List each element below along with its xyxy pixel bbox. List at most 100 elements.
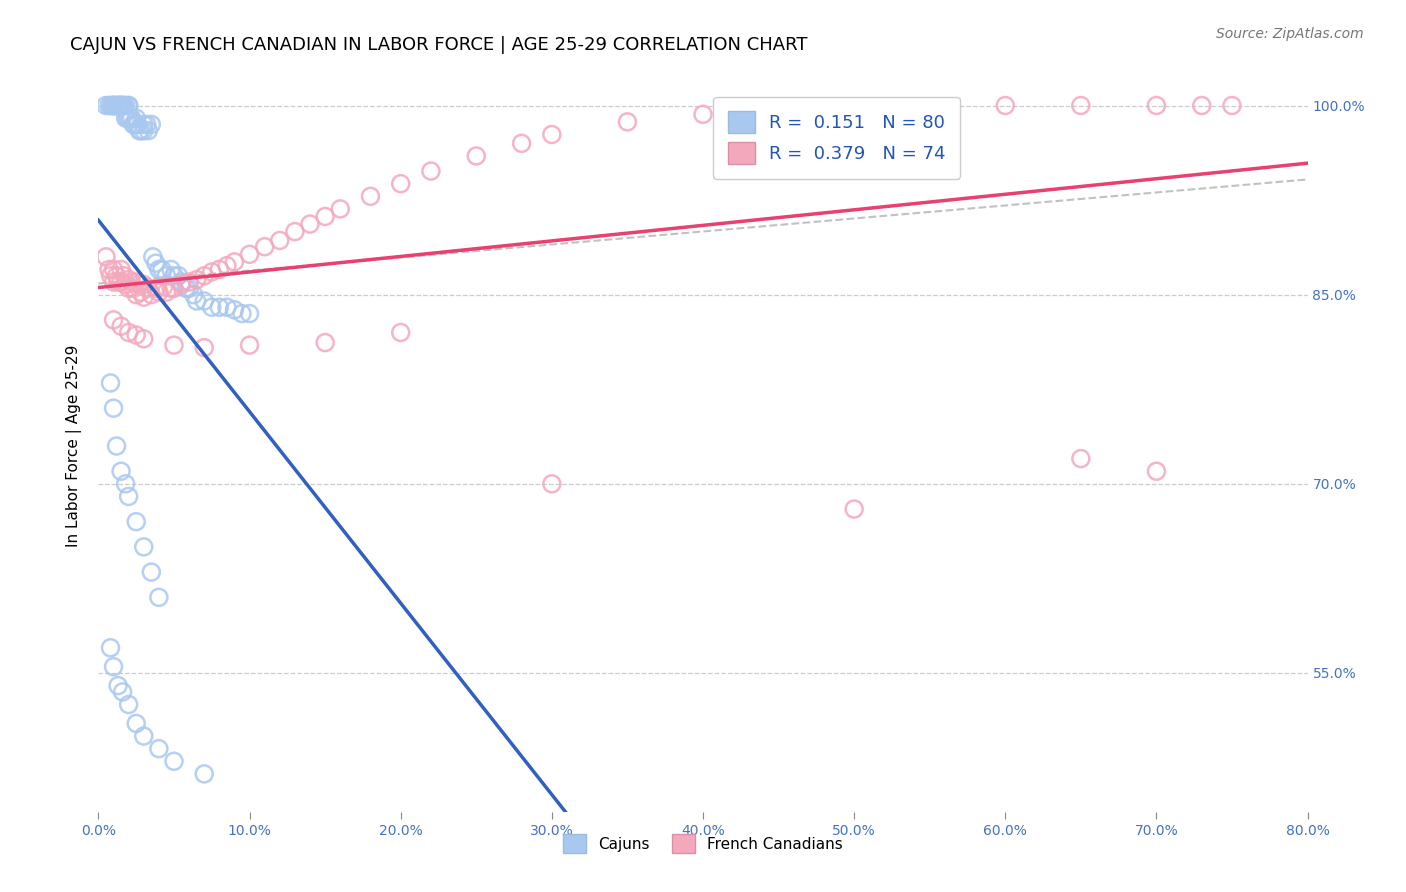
Point: [118, 326, 141, 340]
Point: [129, 285, 152, 300]
Point: [128, 277, 150, 292]
Point: [201, 265, 224, 279]
Point: [110, 464, 132, 478]
Point: [107, 98, 129, 112]
Point: [125, 275, 148, 289]
Point: [115, 111, 138, 125]
Point: [114, 111, 136, 125]
Point: [136, 124, 159, 138]
Point: [186, 272, 208, 286]
Point: [103, 98, 125, 112]
Point: [141, 565, 163, 579]
Point: [103, 275, 125, 289]
Point: [125, 287, 148, 301]
Point: [170, 275, 193, 289]
Point: [152, 280, 174, 294]
Point: [1191, 98, 1213, 112]
Point: [148, 285, 170, 300]
Point: [918, 100, 941, 114]
Point: [148, 262, 170, 277]
Point: [105, 98, 128, 112]
Point: [105, 268, 128, 283]
Point: [98, 262, 121, 277]
Point: [167, 268, 190, 283]
Point: [155, 268, 177, 283]
Point: [1144, 464, 1167, 478]
Point: [239, 307, 262, 321]
Point: [114, 476, 136, 491]
Point: [768, 103, 790, 118]
Point: [284, 225, 307, 239]
Point: [1070, 451, 1092, 466]
Point: [163, 281, 186, 295]
Point: [141, 117, 163, 131]
Point: [100, 376, 122, 390]
Point: [132, 729, 155, 743]
Point: [314, 210, 336, 224]
Point: [201, 300, 224, 314]
Point: [118, 272, 141, 286]
Point: [465, 149, 488, 163]
Point: [125, 716, 148, 731]
Point: [163, 338, 186, 352]
Point: [110, 275, 132, 289]
Point: [132, 332, 155, 346]
Point: [299, 217, 322, 231]
Point: [148, 741, 170, 756]
Point: [148, 591, 170, 605]
Point: [104, 98, 127, 112]
Point: [107, 679, 129, 693]
Point: [174, 281, 197, 295]
Point: [107, 98, 129, 112]
Point: [118, 111, 141, 125]
Point: [108, 98, 131, 112]
Point: [616, 115, 638, 129]
Point: [389, 177, 412, 191]
Point: [160, 262, 183, 277]
Point: [692, 107, 714, 121]
Legend: Cajuns, French Canadians: Cajuns, French Canadians: [557, 828, 849, 859]
Point: [122, 281, 145, 295]
Point: [101, 98, 124, 112]
Point: [118, 490, 141, 504]
Point: [103, 98, 125, 112]
Point: [193, 767, 215, 781]
Point: [98, 98, 121, 112]
Point: [105, 439, 128, 453]
Point: [110, 319, 132, 334]
Point: [125, 328, 148, 343]
Point: [111, 98, 134, 112]
Point: [1070, 98, 1092, 112]
Point: [224, 255, 246, 269]
Point: [179, 275, 201, 289]
Point: [103, 98, 125, 112]
Point: [127, 117, 149, 131]
Point: [193, 341, 215, 355]
Point: [1144, 98, 1167, 112]
Point: [160, 281, 183, 295]
Point: [125, 111, 148, 125]
Point: [111, 98, 134, 112]
Point: [136, 281, 159, 295]
Point: [208, 262, 231, 277]
Point: [193, 293, 215, 308]
Point: [132, 277, 155, 292]
Point: [314, 335, 336, 350]
Point: [239, 338, 262, 352]
Point: [129, 124, 152, 138]
Point: [114, 277, 136, 292]
Point: [215, 300, 238, 314]
Point: [132, 290, 155, 304]
Point: [103, 659, 125, 673]
Point: [215, 259, 238, 273]
Point: [110, 262, 132, 277]
Point: [141, 287, 163, 301]
Point: [100, 640, 122, 655]
Point: [103, 313, 125, 327]
Point: [208, 300, 231, 314]
Point: [103, 262, 125, 277]
Text: Source: ZipAtlas.com: Source: ZipAtlas.com: [1216, 27, 1364, 41]
Point: [121, 111, 143, 125]
Point: [170, 277, 193, 292]
Point: [110, 98, 132, 112]
